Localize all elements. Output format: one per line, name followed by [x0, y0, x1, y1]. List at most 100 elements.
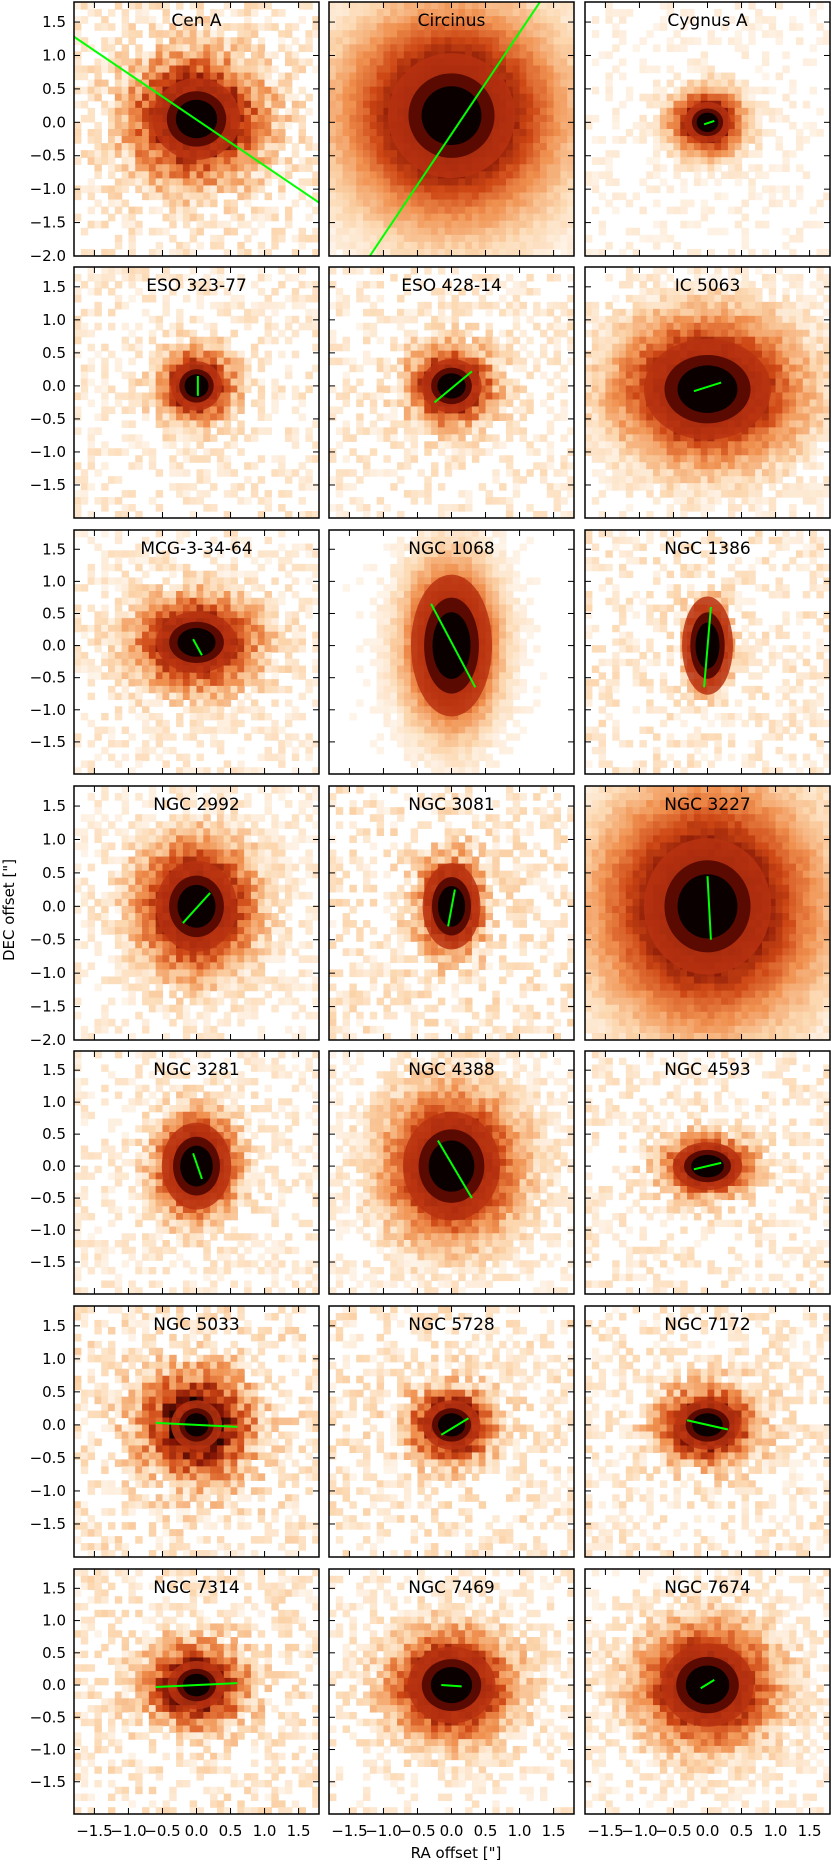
pixel	[155, 143, 164, 151]
pixel	[189, 336, 198, 345]
pixel	[169, 483, 177, 491]
pixel	[87, 93, 96, 102]
pixel	[196, 280, 204, 289]
pixel	[383, 157, 391, 165]
pixel	[646, 343, 654, 352]
pixel	[264, 121, 272, 130]
pixel	[680, 220, 688, 229]
pixel	[244, 178, 252, 187]
pixel	[264, 350, 272, 359]
pixel	[189, 511, 198, 518]
pixel	[659, 234, 668, 243]
pixel	[619, 420, 627, 428]
pixel	[741, 241, 749, 250]
pixel	[478, 357, 487, 366]
pixel	[342, 420, 351, 428]
pixel	[128, 136, 136, 144]
pixel	[403, 178, 412, 187]
pixel	[383, 504, 391, 512]
pixel	[87, 129, 96, 137]
pixel	[342, 37, 351, 45]
pixel	[666, 322, 675, 331]
pixel	[437, 206, 446, 215]
pixel	[741, 93, 749, 102]
pixel	[802, 121, 811, 130]
pixel	[465, 497, 473, 505]
pixel	[625, 441, 634, 449]
pixel	[271, 129, 279, 137]
pixel	[485, 241, 493, 250]
pixel	[431, 357, 439, 366]
pixel	[567, 322, 574, 331]
pixel	[121, 448, 130, 456]
pixel	[108, 248, 116, 256]
pixel	[291, 93, 300, 102]
pixel	[128, 58, 136, 67]
pixel	[363, 86, 371, 95]
pixel	[505, 150, 514, 158]
pixel	[210, 164, 218, 172]
pixel	[693, 164, 702, 172]
pixel	[789, 150, 797, 158]
pixel	[142, 273, 150, 282]
pixel	[284, 58, 293, 67]
pixel	[632, 44, 641, 52]
pixel	[335, 65, 344, 74]
pixel	[403, 213, 412, 222]
pixel	[553, 37, 561, 45]
pixel	[257, 150, 266, 158]
pixel	[363, 220, 371, 229]
pixel	[298, 157, 306, 165]
pixel	[216, 30, 225, 38]
pixel	[714, 192, 722, 201]
pixel	[356, 267, 364, 275]
pixel	[768, 86, 777, 95]
pixel	[80, 86, 89, 95]
pixel	[155, 490, 164, 498]
pixel	[424, 199, 432, 208]
pixel	[74, 476, 82, 484]
pixel	[189, 427, 198, 435]
pixel	[403, 65, 412, 74]
pixel	[329, 37, 337, 45]
pixel	[162, 434, 170, 442]
pixel	[687, 220, 695, 229]
pixel	[148, 157, 157, 165]
pixel	[761, 206, 770, 215]
pixel	[114, 497, 123, 505]
pixel	[437, 350, 446, 359]
pixel	[673, 86, 681, 95]
pixel	[639, 441, 647, 449]
pixel	[653, 185, 661, 194]
pixel	[734, 2, 743, 10]
pixel	[519, 79, 527, 88]
pixel	[162, 178, 170, 187]
pixel	[485, 329, 493, 338]
pixel	[230, 171, 238, 179]
pixel	[257, 37, 266, 45]
pixel	[619, 371, 627, 380]
pixel	[237, 371, 245, 380]
pixel	[512, 378, 521, 387]
pixel	[539, 93, 548, 102]
pixel	[693, 490, 702, 498]
pixel	[519, 58, 527, 67]
pixel	[87, 185, 96, 194]
pixel	[499, 220, 507, 229]
pixel	[619, 308, 627, 317]
pixel	[546, 227, 555, 236]
pixel	[244, 220, 252, 229]
pixel	[196, 343, 204, 352]
pixel	[210, 65, 218, 74]
pixel	[741, 79, 749, 88]
pixel	[437, 434, 446, 442]
pixel	[714, 308, 722, 317]
pixel	[142, 164, 150, 172]
pixel	[128, 294, 136, 303]
pixel	[700, 462, 709, 470]
pixel	[471, 343, 480, 352]
pixel	[526, 143, 534, 151]
pixel	[74, 511, 82, 518]
pixel	[598, 343, 607, 352]
